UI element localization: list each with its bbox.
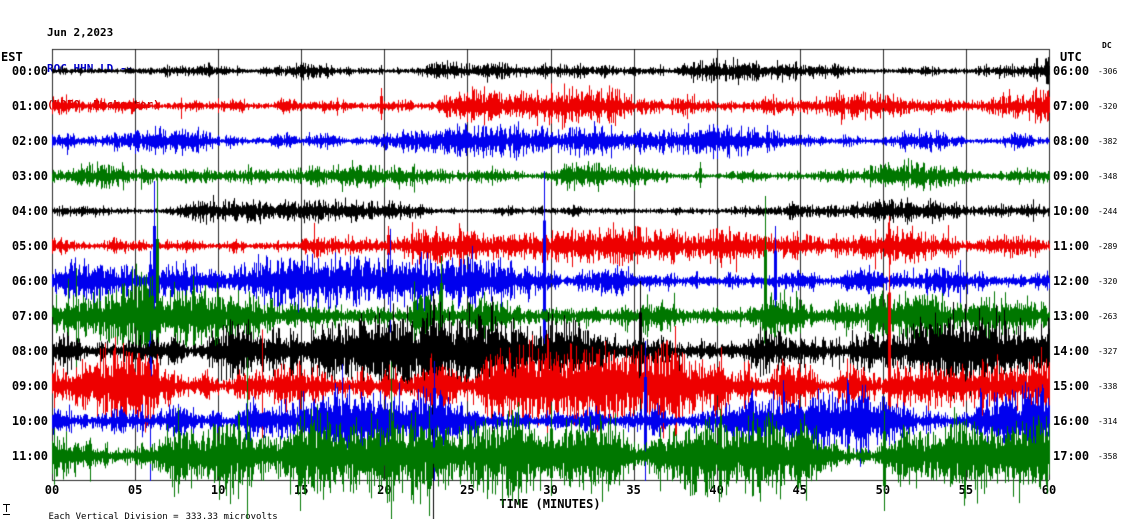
header-date: Jun 2,2023 bbox=[47, 26, 114, 39]
dc-axis-title: DC bbox=[1102, 41, 1112, 50]
dc-value-label: -320 bbox=[1098, 102, 1118, 111]
dc-value-label: -289 bbox=[1098, 242, 1118, 251]
x-tick-label: 30 bbox=[543, 483, 558, 497]
est-hour-label: 11:00 bbox=[11, 449, 48, 463]
est-hour-label: 10:00 bbox=[11, 414, 48, 428]
left-axis-title: EST bbox=[1, 50, 23, 64]
utc-hour-label: 06:00 bbox=[1053, 64, 1090, 78]
est-hour-label: 03:00 bbox=[11, 169, 48, 183]
x-tick-label: 35 bbox=[626, 483, 641, 497]
x-tick-label: 55 bbox=[958, 483, 974, 497]
est-hour-label: 01:00 bbox=[11, 99, 48, 113]
est-hour-label: 04:00 bbox=[11, 204, 48, 218]
header-station: ROC HHN LD -- bbox=[47, 62, 134, 75]
x-tick-label: 00 bbox=[44, 483, 60, 497]
x-tick-label: 15 bbox=[294, 483, 309, 497]
dc-value-label: -244 bbox=[1098, 207, 1118, 216]
utc-hour-label: 17:00 bbox=[1053, 449, 1090, 463]
dc-value-label: -314 bbox=[1098, 417, 1118, 426]
scale-marker-icon bbox=[3, 504, 10, 515]
dc-value-label: -338 bbox=[1098, 382, 1118, 391]
est-hour-label: 08:00 bbox=[11, 344, 48, 358]
est-hour-label: 05:00 bbox=[11, 239, 48, 253]
scale-footnote: Each Vertical Division = 333.33 microvolt… bbox=[16, 502, 278, 519]
utc-hour-label: 16:00 bbox=[1053, 414, 1090, 428]
utc-hour-label: 10:00 bbox=[1053, 204, 1090, 218]
utc-hour-label: 08:00 bbox=[1053, 134, 1090, 148]
est-hour-label: 09:00 bbox=[11, 379, 48, 393]
utc-hour-label: 07:00 bbox=[1053, 99, 1090, 113]
dc-value-label: -327 bbox=[1098, 347, 1118, 356]
x-tick-label: 20 bbox=[377, 483, 392, 497]
utc-hour-label: 12:00 bbox=[1053, 274, 1090, 288]
utc-hour-label: 15:00 bbox=[1053, 379, 1090, 393]
scale-footnote-value: 333.33 microvolts bbox=[185, 512, 278, 519]
x-axis-title: TIME (MINUTES) bbox=[499, 497, 601, 511]
utc-hour-label: 09:00 bbox=[1053, 169, 1090, 183]
scale-footnote-label: Each Vertical Division = bbox=[48, 512, 179, 519]
x-tick-label: 40 bbox=[709, 483, 724, 497]
x-tick-label: 05 bbox=[127, 483, 143, 497]
right-axis-title: UTC bbox=[1060, 50, 1082, 64]
dc-value-label: -358 bbox=[1098, 452, 1118, 461]
x-tick-label: 10 bbox=[210, 483, 226, 497]
dc-value-label: -382 bbox=[1098, 137, 1118, 146]
est-hour-label: 02:00 bbox=[11, 134, 48, 148]
utc-hour-label: 11:00 bbox=[1053, 239, 1090, 253]
utc-hour-label: 13:00 bbox=[1053, 309, 1090, 323]
dc-value-label: -348 bbox=[1098, 172, 1118, 181]
x-tick-label: 25 bbox=[460, 483, 475, 497]
header-network: (LDEO, Rochester) bbox=[47, 98, 160, 111]
chart-header: Jun 2,2023 ROC HHN LD -- (LDEO, Rocheste… bbox=[47, 3, 160, 135]
est-hour-label: 00:00 bbox=[11, 64, 48, 78]
utc-hour-label: 14:00 bbox=[1053, 344, 1090, 358]
dc-value-label: -263 bbox=[1098, 312, 1118, 321]
est-hour-label: 06:00 bbox=[11, 274, 48, 288]
est-hour-label: 07:00 bbox=[11, 309, 48, 323]
x-tick-label: 60 bbox=[1041, 483, 1057, 497]
dc-value-label: -320 bbox=[1098, 277, 1118, 286]
dc-value-label: -306 bbox=[1098, 67, 1118, 76]
x-tick-label: 50 bbox=[875, 483, 891, 497]
x-tick-label: 45 bbox=[792, 483, 807, 497]
